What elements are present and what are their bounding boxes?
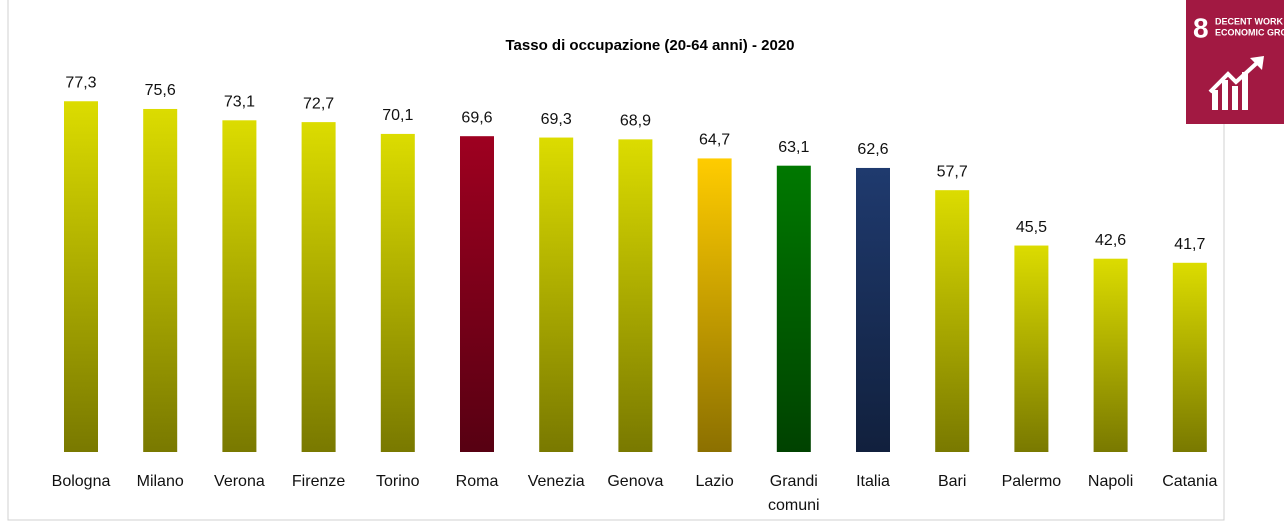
bar xyxy=(776,165,811,452)
value-label: 57,7 xyxy=(937,163,968,180)
value-label: 70,1 xyxy=(382,107,413,124)
badge-arrow xyxy=(1208,60,1260,94)
badge-number: 8 xyxy=(1193,12,1209,43)
x-tick-label: Milano xyxy=(136,473,184,490)
bar xyxy=(380,133,415,452)
x-tick-label: Bari xyxy=(937,473,967,490)
x-tick-label: Genova xyxy=(607,473,664,490)
bar xyxy=(143,108,178,452)
bar xyxy=(1093,258,1128,452)
value-label: 69,6 xyxy=(461,109,492,126)
x-tick-label: Roma xyxy=(455,473,499,490)
x-tick-label: Bologna xyxy=(51,473,111,490)
value-label: 69,3 xyxy=(541,111,572,128)
bar xyxy=(301,122,336,452)
chart-frame xyxy=(7,0,1225,521)
bar xyxy=(222,120,257,452)
value-label: 77,3 xyxy=(65,74,96,91)
value-label: 63,1 xyxy=(778,139,809,156)
x-tick-label: Italia xyxy=(856,473,890,490)
value-label: 72,7 xyxy=(303,95,334,112)
value-label: 73,1 xyxy=(224,94,255,111)
x-tick-label: Napoli xyxy=(1087,473,1134,490)
bar xyxy=(935,190,970,452)
chart-title: Tasso di occupazione (20-64 anni) - 2020 xyxy=(506,37,795,54)
bar xyxy=(460,136,494,452)
value-label: 62,6 xyxy=(857,141,888,158)
value-label: 42,6 xyxy=(1095,232,1126,249)
badge-text: ECONOMIC GROWTH xyxy=(1215,27,1284,37)
sdg-badge: 8 DECENT WORK AND ECONOMIC GROWTH xyxy=(1186,0,1284,124)
value-label: 75,6 xyxy=(145,82,176,99)
x-tick-label: Lazio xyxy=(695,473,734,490)
badge-arrowhead xyxy=(1250,56,1264,70)
value-label: 68,9 xyxy=(620,113,651,130)
x-tick-label: Torino xyxy=(376,473,420,490)
value-label: 45,5 xyxy=(1016,219,1047,236)
x-tick-label: Verona xyxy=(214,473,265,490)
bar xyxy=(539,137,574,452)
bar xyxy=(697,158,732,452)
value-label: 64,7 xyxy=(699,132,730,149)
x-tick-label: Grandi comuni xyxy=(768,473,820,514)
bar xyxy=(1014,245,1049,452)
x-tick-label: Venezia xyxy=(527,473,585,490)
value-label: 41,7 xyxy=(1174,236,1205,253)
x-tick-label: Firenze xyxy=(291,473,346,490)
bar xyxy=(64,101,98,452)
x-tick-label: Palermo xyxy=(1001,473,1062,490)
bar xyxy=(1172,262,1207,452)
badge-text: DECENT WORK AND xyxy=(1215,16,1284,26)
bar xyxy=(856,167,890,452)
bar xyxy=(618,139,653,452)
x-tick-label: Catania xyxy=(1162,473,1218,490)
